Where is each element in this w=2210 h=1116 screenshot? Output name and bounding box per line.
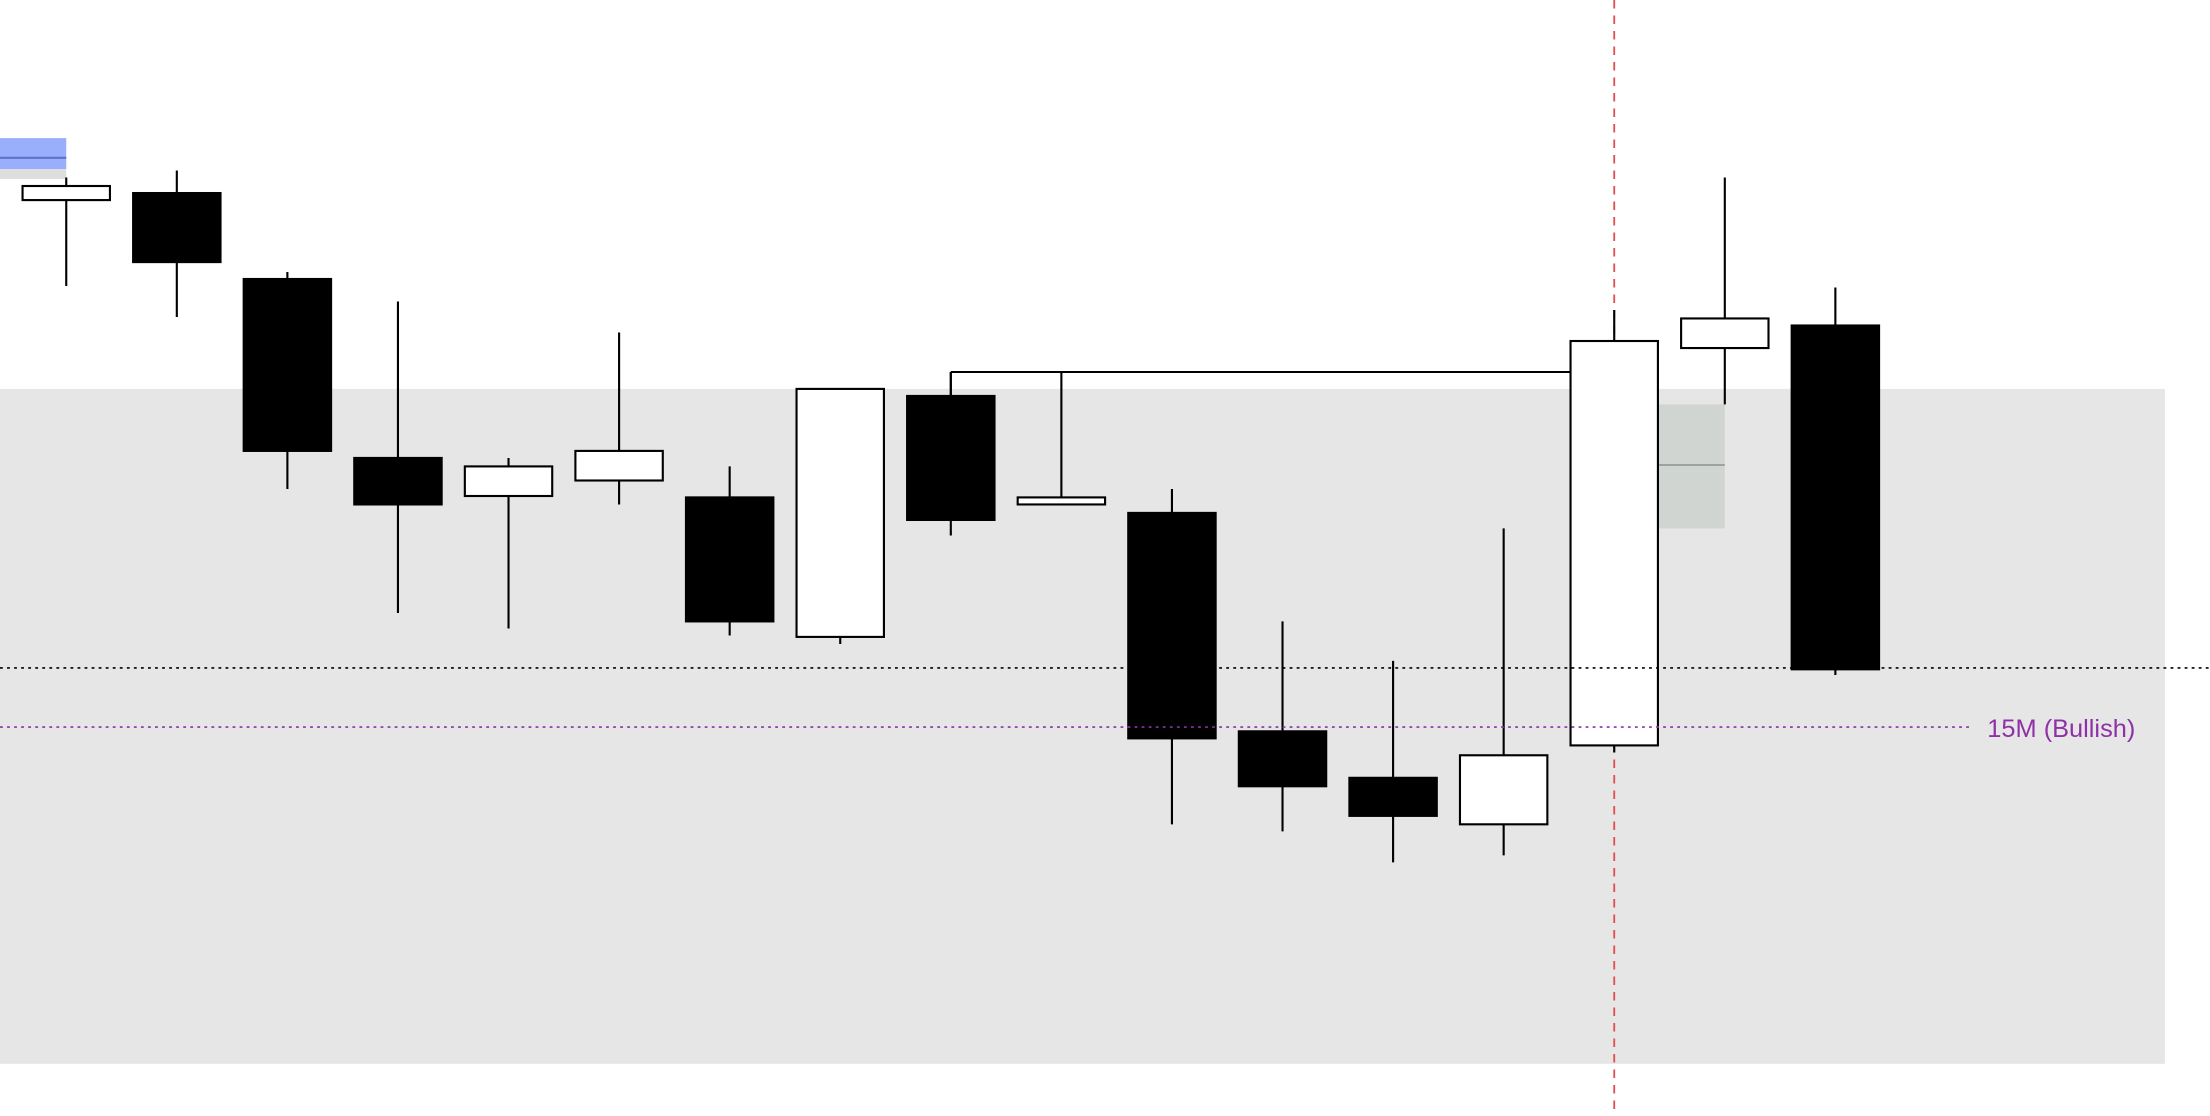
bullish-candle bbox=[795, 387, 885, 638]
bullish-candle bbox=[463, 465, 554, 498]
bearish-candle bbox=[242, 277, 333, 452]
bearish-candle bbox=[1127, 511, 1217, 740]
inner-zone-box bbox=[1657, 404, 1725, 529]
bearish-candle bbox=[684, 496, 775, 623]
bearish-candle bbox=[1790, 324, 1881, 671]
bullish-candle bbox=[1458, 754, 1549, 826]
bearish-candle bbox=[132, 191, 222, 264]
bearish-candle bbox=[1237, 730, 1328, 788]
highlight-box-shadow bbox=[0, 169, 67, 179]
highlight-box bbox=[0, 138, 67, 170]
bullish-candle bbox=[574, 449, 664, 482]
bearish-candle bbox=[1348, 776, 1438, 817]
bullish-candle bbox=[1680, 317, 1770, 350]
bearish-candle bbox=[906, 394, 996, 522]
level-label: 15M (Bullish) bbox=[1987, 715, 2135, 743]
bearish-candle bbox=[353, 456, 443, 506]
bullish-candle bbox=[1569, 339, 1659, 747]
bullish-candle bbox=[21, 184, 111, 202]
bullish-candle bbox=[1016, 496, 1107, 506]
